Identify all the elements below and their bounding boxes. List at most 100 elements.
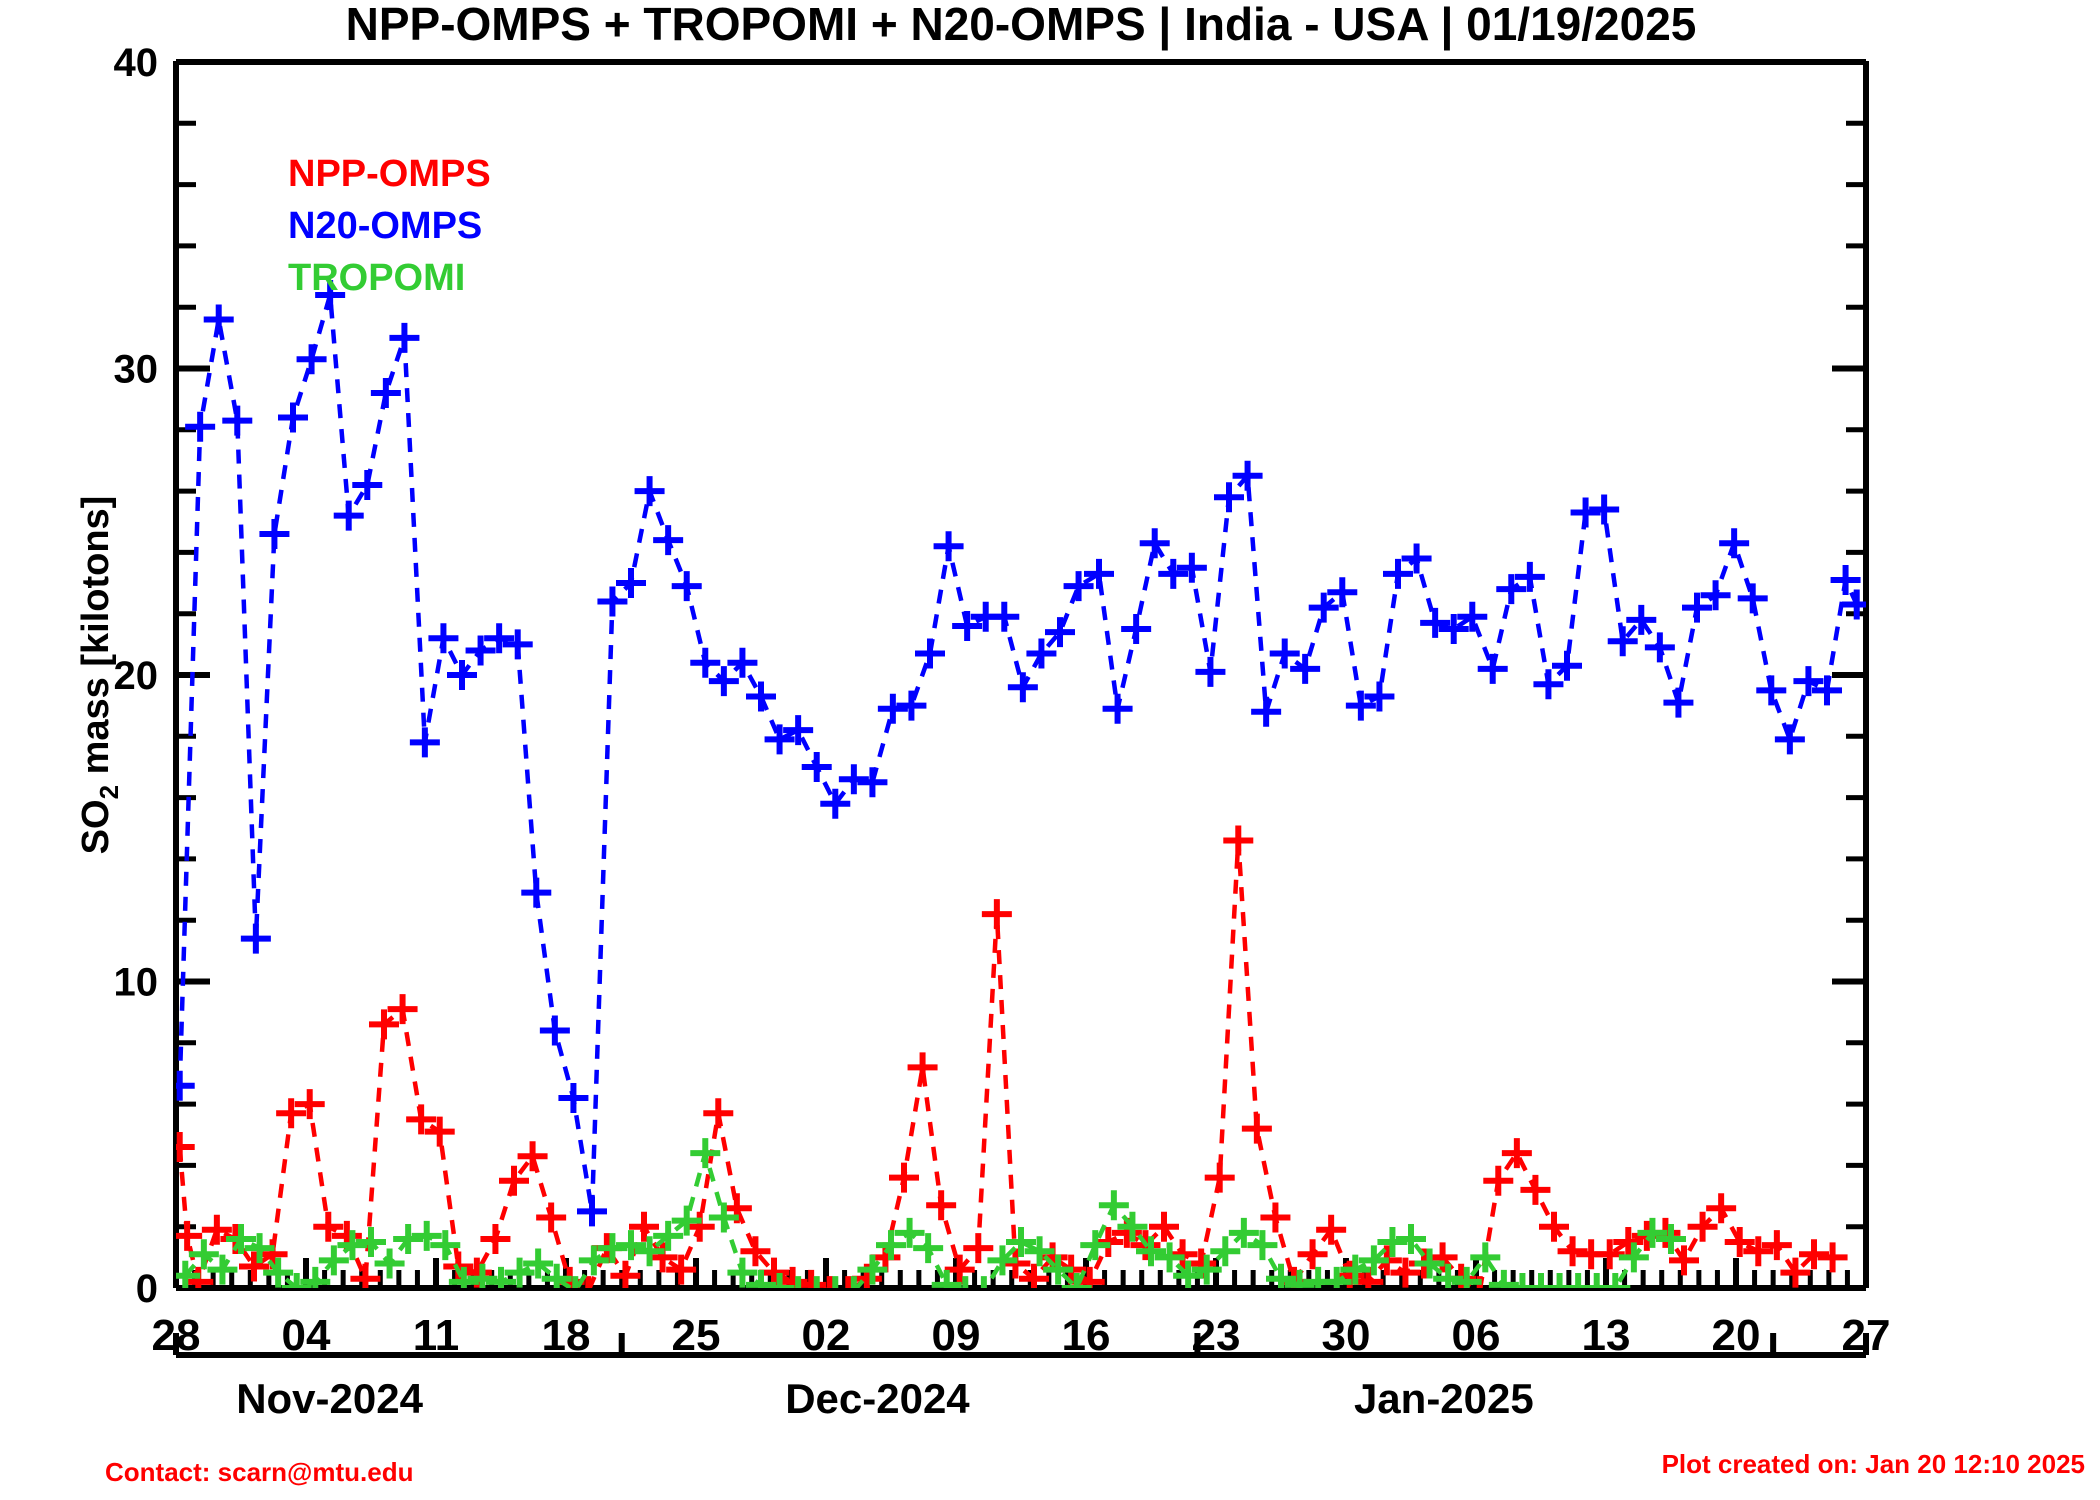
series-line: [177, 294, 1859, 1212]
data-point-marker: [690, 1138, 721, 1169]
data-point-marker: [1061, 1273, 1092, 1288]
data-point-marker: [634, 476, 665, 507]
data-point-marker: [796, 1269, 827, 1288]
data-point-marker: [1117, 1211, 1148, 1242]
data-point-marker: [1544, 1273, 1575, 1288]
data-point-marker: [1563, 1273, 1594, 1288]
data-point-marker: [222, 405, 253, 436]
data-point-marker: [263, 1257, 294, 1288]
data-point-marker: [1501, 1138, 1532, 1169]
data-point-marker: [1581, 1273, 1612, 1288]
data-point-marker: [850, 1276, 857, 1288]
data-point-marker: [944, 1254, 975, 1285]
y-axis-title: SO2 mass [kilotons]: [75, 496, 124, 855]
y-tick-label: 0: [136, 1267, 158, 1311]
data-point-marker: [703, 1098, 734, 1129]
data-point-marker: [393, 1223, 424, 1254]
data-point-marker: [981, 899, 1012, 930]
data-point-marker: [671, 571, 702, 602]
data-point-marker: [1700, 580, 1731, 611]
data-point-marker: [740, 1236, 771, 1267]
data-point-marker: [1626, 604, 1657, 635]
data-point-marker: [369, 1009, 399, 1040]
data-point-marker: [889, 1162, 919, 1193]
data-point-marker: [1204, 1162, 1235, 1193]
data-point-marker: [894, 1217, 925, 1248]
data-point-marker: [1401, 543, 1432, 574]
data-point-marker: [1743, 1236, 1774, 1267]
plot-created-text: Plot created on: Jan 20 12:10 2025: [1662, 1449, 2085, 1479]
data-point-marker: [1340, 1254, 1371, 1285]
data-point-marker: [467, 1263, 498, 1288]
data-point-marker: [1290, 653, 1321, 684]
data-point-marker: [653, 1220, 684, 1251]
data-point-marker: [1158, 558, 1189, 589]
data-point-marker: [838, 764, 869, 795]
data-point-marker: [708, 666, 739, 697]
data-point-marker: [539, 1015, 570, 1046]
x-tick-label: 13: [1582, 1311, 1631, 1360]
data-point-marker: [523, 1248, 554, 1279]
data-point-marker: [315, 279, 346, 310]
data-point-marker: [1251, 696, 1282, 727]
data-point-marker: [558, 1082, 589, 1113]
data-point-marker: [244, 1233, 275, 1264]
data-point-marker: [374, 1248, 405, 1279]
data-point-marker: [877, 693, 908, 724]
data-point-marker: [1414, 1248, 1445, 1279]
data-point-marker: [1841, 589, 1866, 620]
data-point-marker: [962, 1276, 969, 1288]
data-point-marker: [1358, 1245, 1389, 1276]
data-point-marker: [1173, 1260, 1204, 1288]
data-point-marker: [1195, 656, 1226, 687]
data-point-marker: [409, 727, 440, 758]
data-point-marker: [1241, 1113, 1272, 1144]
data-point-marker: [352, 469, 383, 500]
data-point-marker: [1045, 617, 1075, 648]
data-point-marker: [1247, 1230, 1278, 1261]
data-point-marker: [1080, 1230, 1111, 1261]
series-n20-omps: [176, 279, 1866, 1227]
data-point-marker: [541, 1263, 572, 1288]
data-point-marker: [430, 1230, 461, 1261]
data-point-marker: [1377, 1227, 1408, 1258]
data-point-marker: [585, 1276, 592, 1288]
data-point-marker: [1232, 460, 1263, 491]
data-point-marker: [931, 1269, 962, 1288]
data-point-marker: [801, 751, 832, 782]
data-point-marker: [1637, 1217, 1668, 1248]
data-point-marker: [517, 1141, 548, 1172]
data-point-marker: [1266, 1263, 1296, 1288]
data-point-marker: [616, 1230, 646, 1261]
data-point-marker: [1345, 690, 1376, 721]
data-point-marker: [188, 1239, 219, 1270]
data-point-marker: [1761, 1230, 1792, 1261]
data-point-marker: [1420, 607, 1451, 638]
data-point-marker: [577, 1196, 607, 1227]
data-point-marker: [1687, 1211, 1718, 1242]
data-point-marker: [727, 1257, 758, 1288]
data-point-marker: [1139, 528, 1170, 559]
data-point-marker: [1483, 1165, 1514, 1196]
data-point-marker: [653, 525, 684, 556]
data-point-marker: [203, 304, 234, 335]
data-point-marker: [597, 586, 628, 617]
data-point-marker: [1533, 669, 1564, 700]
x-tick-label: 02: [802, 1311, 851, 1360]
data-point-marker: [671, 1205, 702, 1236]
data-point-marker: [826, 1276, 833, 1288]
series-npp-omps: [176, 825, 1848, 1288]
data-point-marker: [666, 1254, 697, 1285]
data-point-marker: [1269, 638, 1300, 669]
data-point-marker: [1737, 583, 1768, 614]
data-point-marker: [783, 715, 814, 746]
data-point-marker: [1724, 1227, 1755, 1258]
data-point-marker: [183, 1266, 214, 1288]
data-point-marker: [746, 1269, 776, 1288]
data-point-marker: [447, 660, 477, 690]
data-point-marker: [1383, 558, 1413, 589]
data-point-marker: [1618, 1242, 1649, 1273]
data-point-marker: [1433, 1263, 1464, 1288]
data-point-marker: [727, 647, 758, 678]
